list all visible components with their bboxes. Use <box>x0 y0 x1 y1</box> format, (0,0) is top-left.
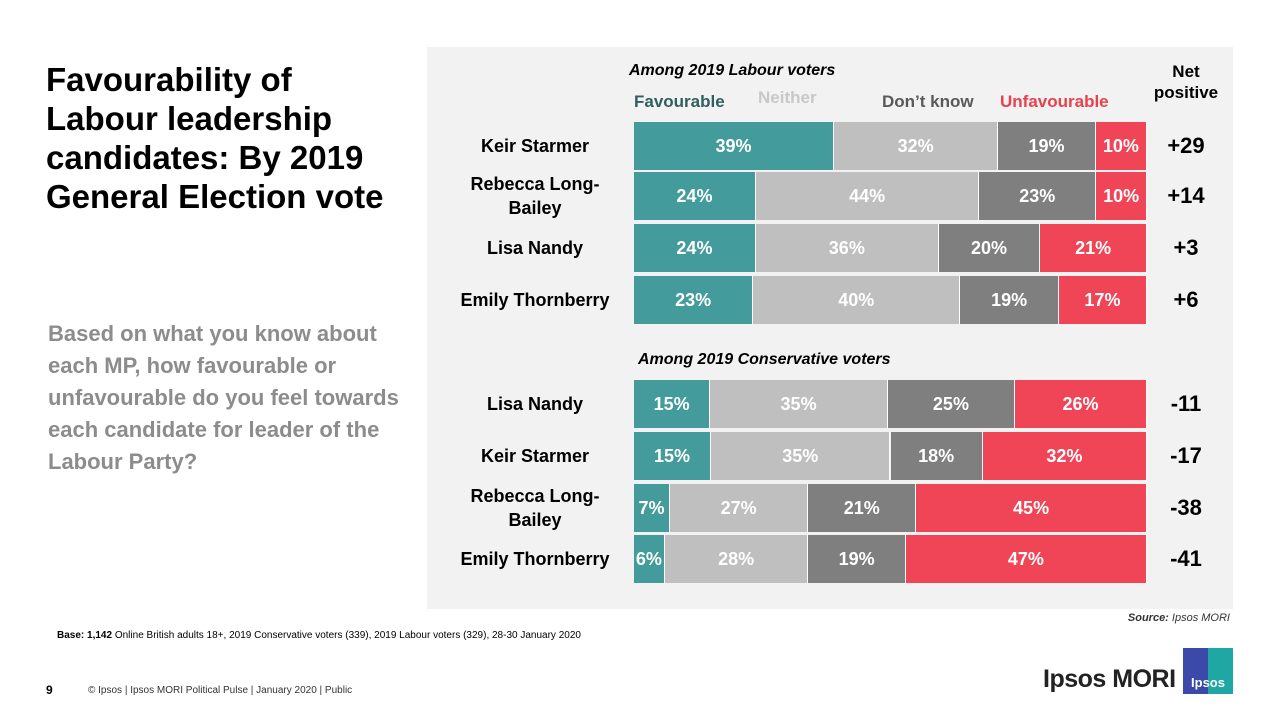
bar-segment-unfavourable: 45% <box>916 484 1147 532</box>
row-label: Keir Starmer <box>480 446 590 466</box>
bar-segment-favourable: 7% <box>634 484 670 532</box>
footer-text: © Ipsos | Ipsos MORI Political Pulse | J… <box>88 685 353 696</box>
page-number: 9 <box>46 683 53 697</box>
brand-name: Ipsos MORI <box>1043 665 1176 693</box>
row-label: Rebecca Long-Bailey <box>470 174 600 218</box>
bar-segment-favourable: 6% <box>634 535 665 583</box>
net-value: -38 <box>1170 495 1202 520</box>
bar-segment-favourable: 39% <box>634 122 835 170</box>
bar-segment-unfavourable: 10% <box>1095 122 1147 170</box>
row-label: Rebecca Long-Bailey <box>470 486 600 530</box>
legend-favourable: Favourable <box>634 92 725 111</box>
bar-segment-unfavourable: 10% <box>1096 172 1147 220</box>
bar-segment-dont-know: 18% <box>890 432 983 480</box>
net-value: +6 <box>1173 287 1199 312</box>
bar-segment-neither: 36% <box>755 224 939 272</box>
base-note: Base: 1,142 Online British adults 18+, 2… <box>57 630 581 641</box>
source-label: Source: <box>1127 612 1169 624</box>
row-label: Emily Thornberry <box>460 290 610 310</box>
bar-segment-favourable: 24% <box>634 172 756 220</box>
legend-neither: Neither <box>758 88 817 107</box>
bar-segment-favourable: 24% <box>634 224 756 272</box>
survey-question: Based on what you know about each MP, ho… <box>48 321 399 474</box>
bar-segment-dont-know: 19% <box>998 122 1096 170</box>
bar-segment-unfavourable: 32% <box>982 432 1147 480</box>
bar-segment-dont-know: 19% <box>960 276 1059 324</box>
net-value: -17 <box>1170 443 1202 468</box>
row-label: Emily Thornberry <box>460 549 610 569</box>
source-note: Source: Ipsos MORI <box>1100 612 1230 624</box>
net-value: +29 <box>1167 133 1205 158</box>
base-text: Online British adults 18+, 2019 Conserva… <box>114 630 581 641</box>
legend-unfavourable: Unfavourable <box>1000 92 1109 111</box>
bar-segment-dont-know: 23% <box>979 172 1097 220</box>
bar-segment-neither: 44% <box>755 172 980 220</box>
bar-segment-neither: 40% <box>753 276 961 324</box>
net-value: -41 <box>1170 546 1202 571</box>
bar-segment-unfavourable: 26% <box>1014 380 1147 428</box>
page-title: Favourability of Labour leadership candi… <box>46 61 384 215</box>
bar-segment-dont-know: 20% <box>938 224 1041 272</box>
bar-segment-favourable: 15% <box>634 432 711 480</box>
bar-segment-favourable: 15% <box>634 380 711 428</box>
bar-segment-neither: 28% <box>664 535 809 583</box>
bar-segment-favourable: 23% <box>634 276 754 324</box>
net-value: +14 <box>1167 183 1205 208</box>
bar-segment-unfavourable: 21% <box>1040 224 1147 272</box>
row-label: Lisa Nandy <box>486 238 584 258</box>
bar-segment-dont-know: 25% <box>887 380 1015 428</box>
bar-segment-dont-know: 19% <box>808 535 906 583</box>
bar-segment-neither: 27% <box>669 484 809 532</box>
net-value: -11 <box>1170 391 1202 416</box>
source-value: Ipsos MORI <box>1171 612 1230 624</box>
group-title-labour: Among 2019 Labour voters <box>629 62 836 79</box>
bar-segment-neither: 35% <box>710 380 888 428</box>
row-label: Keir Starmer <box>480 136 590 156</box>
bar-segment-neither: 35% <box>710 432 891 480</box>
net-positive-header: Net positive <box>1153 62 1219 102</box>
legend-dont-know: Don’t know <box>882 92 974 111</box>
net-value: +3 <box>1173 235 1199 260</box>
group-title-conservative: Among 2019 Conservative voters <box>638 351 891 368</box>
bar-segment-unfavourable: 17% <box>1058 276 1147 324</box>
bar-segment-unfavourable: 47% <box>905 535 1147 583</box>
ipsos-logo-icon: Ipsos <box>1183 648 1233 694</box>
bar-segment-neither: 32% <box>834 122 999 170</box>
bar-segment-dont-know: 21% <box>808 484 917 532</box>
base-label: Base: <box>57 630 85 641</box>
row-label: Lisa Nandy <box>486 394 584 414</box>
base-count: 1,142 <box>87 630 113 641</box>
